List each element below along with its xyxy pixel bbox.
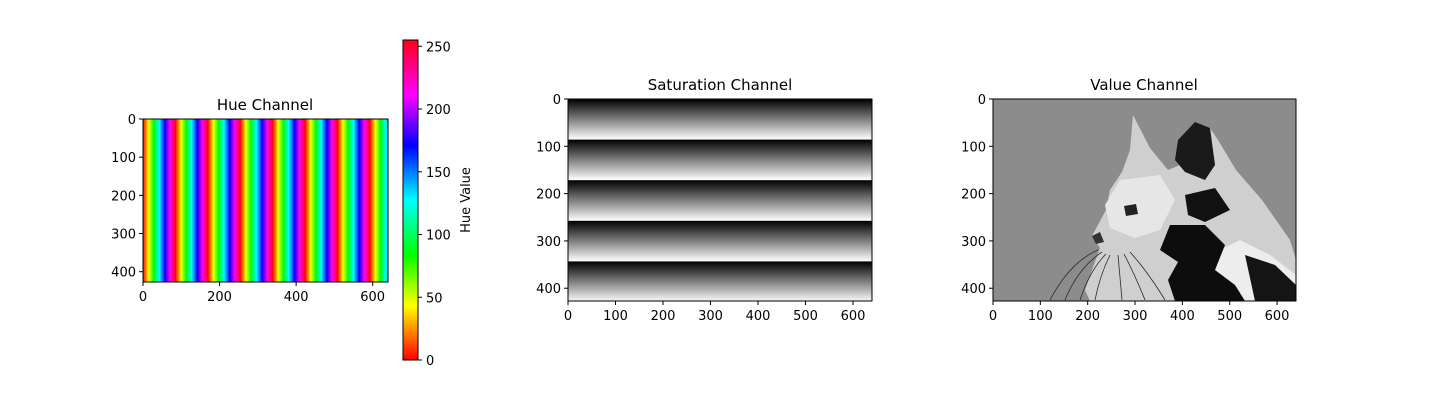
colorbar-label: Hue Value (459, 167, 474, 233)
saturation-xtick-label-600: 600 (841, 309, 866, 324)
cat-head-dark (1185, 188, 1230, 222)
hue-panel: Hue Channel 0 200 400 600 0 100 200 300 400 (111, 96, 389, 305)
value-title: Value Channel (1090, 76, 1198, 94)
hue-ytick-label-0: 0 (128, 113, 136, 128)
saturation-ytick-label-0: 0 (553, 93, 561, 108)
saturation-ticks: 0 100 200 300 400 500 600 0 100 200 300 400 (536, 93, 865, 324)
hue-ticks: 0 200 400 600 0 100 200 300 400 (111, 113, 385, 305)
colorbar-tick-label-100: 100 (426, 229, 451, 244)
value-ytick-label-100: 100 (961, 140, 986, 155)
colorbar-tick-label-0: 0 (426, 354, 434, 369)
hue-xtick-label-200: 200 (207, 290, 232, 305)
hue-xtick-label-400: 400 (284, 290, 309, 305)
colorbar-tick-label-50: 50 (426, 291, 443, 306)
hue-image (143, 119, 388, 282)
saturation-ytick-label-200: 200 (536, 188, 561, 203)
value-ytick-label-400: 400 (961, 282, 986, 297)
cat-ear-dark (1175, 122, 1215, 180)
hue-ytick-label-100: 100 (111, 151, 136, 166)
saturation-xtick-label-0: 0 (564, 309, 572, 324)
value-ytick-label-0: 0 (978, 93, 986, 108)
value-xtick-label-300: 300 (1123, 309, 1148, 324)
hue-xtick-label-0: 0 (139, 290, 147, 305)
colorbar-tick-label-150: 150 (426, 166, 451, 181)
value-ytick-label-200: 200 (961, 188, 986, 203)
saturation-panel: Saturation Channel 0 100 200 300 400 500 600 0 1… (536, 76, 873, 324)
hue-title: Hue Channel (217, 96, 313, 114)
saturation-image (568, 99, 872, 301)
saturation-ytick-label-400: 400 (536, 282, 561, 297)
saturation-xtick-label-500: 500 (793, 309, 818, 324)
value-xtick-label-400: 400 (1170, 309, 1195, 324)
hue-ytick-label-300: 300 (111, 228, 136, 243)
saturation-title: Saturation Channel (648, 76, 793, 94)
colorbar-tick-label-200: 200 (426, 103, 451, 118)
cat-body-dark-1 (1160, 225, 1245, 301)
cat-whiskers (1049, 249, 1166, 301)
colorbar-tick-label-250: 250 (426, 40, 451, 55)
saturation-ytick-label-300: 300 (536, 235, 561, 250)
colorbar-ticks: 0 50 100 150 200 250 (418, 40, 451, 369)
value-ytick-label-300: 300 (961, 235, 986, 250)
value-xtick-label-500: 500 (1217, 309, 1242, 324)
value-xtick-label-100: 100 (1028, 309, 1053, 324)
hue-colorbar: 0 50 100 150 200 250 Hue Value (402, 39, 474, 369)
hue-ytick-label-400: 400 (111, 266, 136, 281)
hue-ytick-label-200: 200 (111, 189, 136, 204)
value-xtick-label-200: 200 (1075, 309, 1100, 324)
value-xtick-label-0: 0 (989, 309, 997, 324)
hue-axes-frame (142, 118, 389, 283)
value-xtick-label-600: 600 (1265, 309, 1290, 324)
colorbar-gradient (402, 39, 419, 361)
cat-face-highlight (1105, 175, 1175, 238)
saturation-xtick-label-400: 400 (746, 309, 771, 324)
cat-body-dark-2 (1245, 255, 1296, 301)
saturation-axes-frame (567, 98, 873, 302)
saturation-ytick-label-100: 100 (536, 140, 561, 155)
value-ticks: 0 100 200 300 400 500 600 0 100 200 300 400 (961, 93, 1289, 324)
hue-xtick-label-600: 600 (360, 290, 385, 305)
cat-nose (1092, 232, 1104, 244)
saturation-xtick-label-100: 100 (603, 309, 628, 324)
saturation-xtick-label-200: 200 (651, 309, 676, 324)
value-axes-frame (992, 98, 1297, 302)
cat-eye (1124, 204, 1138, 216)
value-panel: Value Channel (961, 76, 1297, 324)
saturation-xtick-label-300: 300 (698, 309, 723, 324)
value-cat-silhouette (1049, 115, 1296, 301)
